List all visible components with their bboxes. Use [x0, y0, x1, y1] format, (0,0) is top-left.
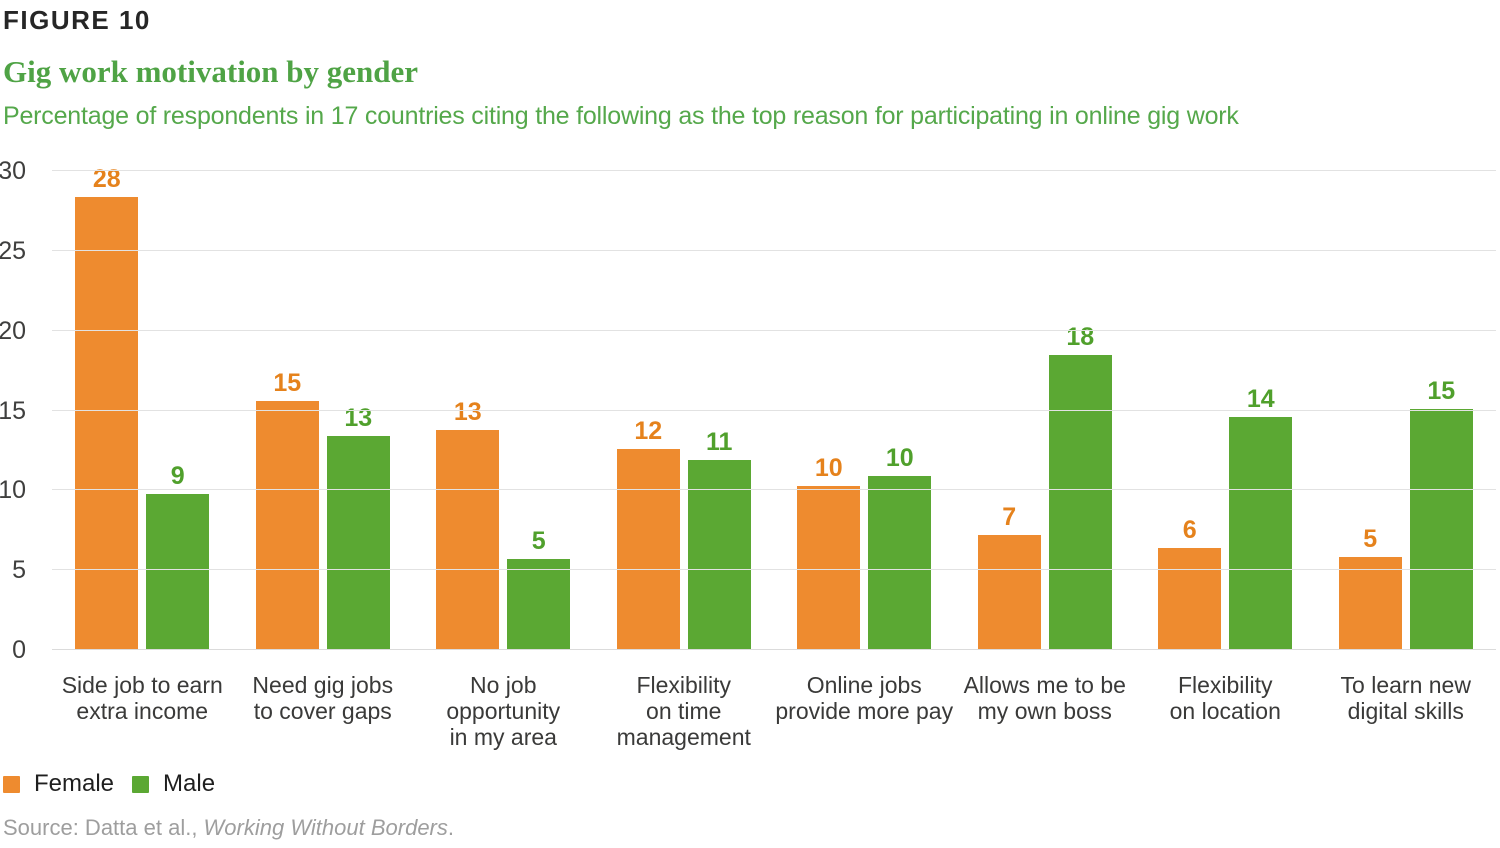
bar-unit-female: 28: [75, 164, 139, 650]
bar-value-label: 15: [273, 368, 302, 397]
bar-value-label: 13: [344, 404, 373, 432]
y-axis-tick-label: 30: [0, 157, 26, 185]
x-axis-category-label: To learn new digital skills: [1340, 672, 1471, 724]
x-axis-category-label: No job opportunity in my area: [446, 672, 561, 750]
legend-label-female: Female: [34, 770, 115, 797]
chart-subtitle: Percentage of respondents in 17 countrie…: [3, 102, 1239, 130]
legend: Female Male: [3, 770, 215, 798]
source-prefix: Source: Datta et al.,: [3, 815, 204, 840]
bar-unit-female: 12: [616, 416, 680, 650]
bar-unit-male: 5: [507, 527, 571, 650]
bar-female: [797, 485, 861, 650]
plot-area: 28 9 15 13 13 5 12 11 10 10 7 18 6 14 5 15 0 5 10 15 20 25 30: [0, 157, 1497, 664]
bar-unit-male: 15: [1409, 376, 1473, 650]
bar-female: [977, 535, 1041, 650]
figure-number-label: FIGURE 10: [3, 5, 151, 35]
bar-unit-male: 18: [1048, 322, 1112, 650]
bar-value-label: 15: [1427, 376, 1456, 405]
y-axis-tick-label: 20: [0, 316, 26, 345]
gridline: [52, 489, 1496, 491]
source-suffix: .: [447, 815, 455, 840]
bar-value-label: 14: [1246, 384, 1275, 413]
y-axis-tick-label: 25: [0, 236, 26, 265]
gridline: [52, 569, 1496, 571]
bar-female: [1158, 547, 1222, 650]
bar-unit-female: 10: [797, 453, 861, 650]
bar-unit-female: 5: [1338, 525, 1402, 650]
bar-female: [616, 448, 680, 650]
bar-male: [507, 559, 571, 650]
bar-value-label: 7: [1002, 503, 1017, 531]
bar-value-label: 11: [706, 428, 733, 456]
bar-female: [1338, 557, 1402, 650]
x-axis-category-label: Flexibility on location: [1169, 672, 1281, 724]
bar-unit-male: 10: [868, 444, 932, 650]
bar-male: [1048, 354, 1112, 650]
x-axis-labels-row: Side job to earn extra income Need gig jo…: [52, 672, 1496, 750]
bar-female: [255, 400, 319, 650]
legend-item-male: Male: [132, 770, 215, 798]
bar-groups-container: 28 9 15 13 13 5 12 11 10 10 7 18 6 14 5 15: [52, 166, 1497, 650]
male-swatch-icon: [132, 775, 150, 793]
bar-male: [146, 493, 210, 650]
bar-unit-female: 7: [977, 503, 1041, 650]
x-axis-category-label: Flexibility on time management: [616, 672, 751, 750]
bar-value-label: 13: [453, 397, 482, 426]
bar-group: 13 5: [413, 171, 594, 650]
bar-female: [75, 196, 139, 650]
x-axis-category-label: Need gig jobs to cover gaps: [252, 672, 394, 724]
bar-unit-female: 6: [1158, 515, 1222, 650]
bar-group: 12 11: [594, 171, 775, 650]
female-swatch-icon: [3, 775, 20, 793]
y-axis-tick-label: 15: [0, 396, 26, 425]
source-publication-title: Working Without Borders: [203, 815, 448, 840]
bar-value-label: 5: [1363, 525, 1378, 554]
bar-value-label: 12: [634, 416, 663, 445]
bar-value-label: 10: [885, 444, 914, 472]
x-axis-category-label: Allows me to be my own boss: [963, 672, 1126, 724]
bar-unit-male: 9: [146, 461, 210, 650]
bar-male: [1409, 408, 1473, 650]
x-axis-category-label: Online jobs provide more pay: [775, 672, 954, 724]
bar-value-label: 18: [1066, 322, 1095, 351]
gridline: [52, 249, 1496, 251]
bar-unit-female: 13: [436, 397, 500, 650]
chart-title: Gig work motivation by gender: [3, 54, 419, 89]
legend-label-male: Male: [163, 770, 216, 797]
y-axis-tick-label: 10: [0, 476, 26, 505]
gridline: [52, 329, 1496, 331]
gridline: [52, 409, 1496, 411]
bar-unit-male: 13: [326, 404, 390, 650]
bar-unit-female: 15: [255, 368, 319, 650]
bar-value-label: 9: [170, 461, 185, 490]
bar-unit-male: 11: [687, 428, 751, 650]
bar-female: [436, 429, 500, 650]
y-axis-tick-label: 0: [12, 636, 26, 664]
bar-value-label: 5: [531, 527, 546, 555]
x-axis-category-label: Side job to earn extra income: [61, 672, 223, 724]
y-axis-tick-label: 5: [12, 556, 26, 585]
bar-male: [868, 476, 932, 650]
gridline: [52, 170, 1496, 171]
bar-value-label: 28: [92, 164, 121, 193]
bar-male: [326, 436, 390, 650]
bar-group: 5 15: [1316, 171, 1497, 650]
gridline: [52, 649, 1496, 650]
source-note: Source: Datta et al., Working Without Bo…: [3, 815, 454, 841]
bar-male: [1229, 416, 1293, 650]
legend-item-female: Female: [3, 770, 114, 798]
bar-group: 7 18: [955, 171, 1136, 650]
bar-group: 6 14: [1135, 171, 1316, 650]
bar-group: 10 10: [774, 171, 955, 650]
bar-value-label: 6: [1182, 515, 1197, 544]
bar-value-label: 10: [814, 453, 843, 482]
bar-group: 15 13: [233, 171, 414, 650]
bar-unit-male: 14: [1229, 384, 1293, 650]
bar-male: [687, 460, 751, 650]
bar-group: 28 9: [52, 166, 233, 650]
